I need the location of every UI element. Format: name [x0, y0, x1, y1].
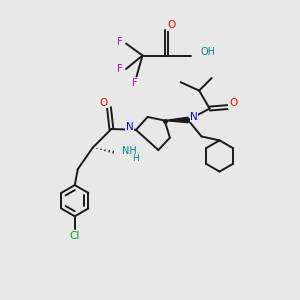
Text: Cl: Cl — [70, 231, 80, 241]
Polygon shape — [165, 117, 188, 123]
Text: F: F — [117, 37, 123, 47]
Text: N: N — [190, 112, 198, 122]
Text: O: O — [100, 98, 108, 108]
Text: N: N — [125, 122, 133, 133]
Text: O: O — [167, 20, 175, 31]
Text: OH: OH — [200, 47, 215, 57]
Text: NH: NH — [122, 146, 136, 156]
Text: F: F — [117, 64, 122, 74]
Text: O: O — [229, 98, 237, 109]
Text: H: H — [132, 154, 139, 163]
Text: F: F — [132, 78, 138, 88]
